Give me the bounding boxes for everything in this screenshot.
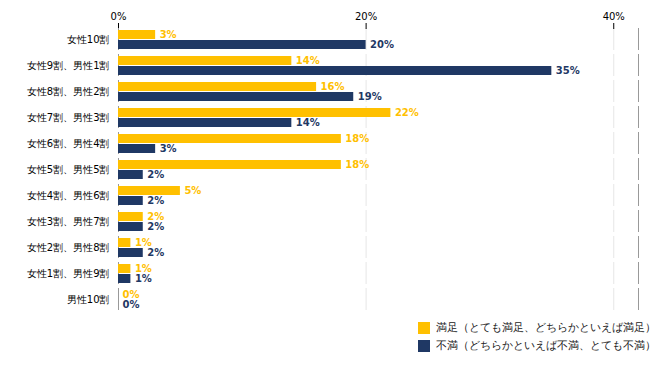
svg-text:2%: 2%	[147, 169, 164, 180]
svg-text:20%: 20%	[370, 39, 394, 50]
svg-text:男性10割: 男性10割	[67, 294, 110, 305]
svg-text:0%: 0%	[111, 11, 127, 22]
svg-text:女性5割、男性5割: 女性5割、男性5割	[27, 164, 110, 175]
svg-text:22%: 22%	[395, 107, 419, 118]
svg-text:2%: 2%	[147, 211, 165, 223]
svg-text:18%: 18%	[345, 133, 369, 144]
svg-text:女性2割、男性8割: 女性2割、男性8割	[27, 242, 110, 253]
svg-text:女性7割、男性3割: 女性7割、男性3割	[27, 112, 110, 123]
svg-text:3%: 3%	[160, 143, 177, 154]
svg-text:1%: 1%	[135, 273, 152, 284]
svg-text:女性10割: 女性10割	[67, 34, 110, 45]
svg-text:16%: 16%	[321, 81, 345, 92]
svg-text:2%: 2%	[147, 221, 164, 232]
svg-text:14%: 14%	[296, 55, 320, 66]
svg-text:女性6割、男性4割: 女性6割、男性4割	[27, 138, 110, 149]
svg-text:3%: 3%	[160, 29, 177, 40]
svg-text:女性8割、男性2割: 女性8割、男性2割	[27, 86, 110, 97]
svg-text:14%: 14%	[296, 117, 320, 128]
svg-text:18%: 18%	[345, 159, 369, 170]
svg-text:20%: 20%	[355, 11, 377, 22]
svg-text:0%: 0%	[122, 289, 140, 301]
svg-text:1%: 1%	[134, 237, 152, 249]
svg-text:2%: 2%	[147, 195, 164, 206]
svg-text:40%: 40%	[603, 11, 625, 22]
svg-text:35%: 35%	[556, 65, 580, 76]
html-text:不満（どちらかといえば不満、とても不満）: 不満（どちらかといえば不満、とても不満）	[436, 339, 656, 352]
svg-text:女性3割、男性7割: 女性3割、男性7割	[27, 216, 110, 227]
svg-text:1%: 1%	[134, 263, 152, 275]
svg-text:2%: 2%	[147, 247, 164, 258]
svg-text:5%: 5%	[184, 185, 201, 196]
html-text:満足（とても満足、どちらかといえば満足）: 満足（とても満足、どちらかといえば満足）	[436, 321, 656, 334]
svg-text:女性1割、男性9割: 女性1割、男性9割	[27, 268, 110, 279]
svg-text:0%: 0%	[123, 299, 140, 310]
svg-text:女性4割、男性6割: 女性4割、男性6割	[27, 190, 110, 201]
svg-text:19%: 19%	[358, 91, 382, 102]
svg-text:女性9割、男性1割: 女性9割、男性1割	[27, 60, 110, 71]
